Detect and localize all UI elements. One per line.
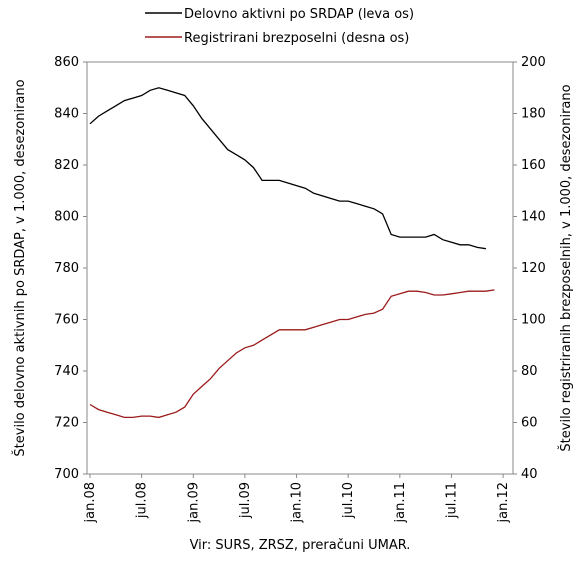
y2-tick-label: 120 bbox=[521, 261, 546, 276]
x-tick-label: jul.08 bbox=[135, 482, 150, 519]
y-tick-label: 720 bbox=[54, 416, 79, 431]
y-tick-label: 700 bbox=[54, 467, 79, 482]
y-tick-label: 760 bbox=[54, 313, 79, 328]
y2-tick-label: 60 bbox=[521, 416, 538, 431]
y-tick-label: 800 bbox=[54, 210, 79, 225]
y2-tick-label: 40 bbox=[521, 467, 538, 482]
legend-label: Delovno aktivni po SRDAP (leva os) bbox=[184, 7, 414, 22]
legend-label: Registrirani brezposelni (desna os) bbox=[184, 31, 409, 46]
x-tick-label: jan.08 bbox=[83, 482, 98, 524]
x-tick-label: jan.12 bbox=[496, 482, 511, 524]
y-tick-label: 740 bbox=[54, 364, 79, 379]
y2-tick-label: 140 bbox=[521, 210, 546, 225]
y2-axis-title: Število registriranih brezposelnih, v 1.… bbox=[558, 84, 574, 451]
series-line bbox=[89, 289, 495, 419]
y2-tick-label: 180 bbox=[521, 107, 546, 122]
y2-tick-label: 200 bbox=[521, 55, 546, 70]
x-tick-label: jan.10 bbox=[290, 482, 305, 524]
y-tick-label: 860 bbox=[54, 55, 79, 70]
x-tick-label: jul.10 bbox=[341, 482, 356, 519]
x-tick-label: jul.11 bbox=[444, 482, 459, 519]
x-tick-label: jul.09 bbox=[238, 482, 253, 519]
y2-tick-label: 80 bbox=[521, 364, 538, 379]
y-tick-label: 780 bbox=[54, 261, 79, 276]
y-tick-label: 820 bbox=[54, 158, 79, 173]
source-note: Vir: SURS, ZRSZ, preračuni UMAR. bbox=[190, 538, 411, 553]
y-tick-label: 840 bbox=[54, 107, 79, 122]
y2-tick-label: 100 bbox=[521, 313, 546, 328]
y-axis-title: Število delovno aktivnih po SRDAP, v 1.0… bbox=[12, 79, 28, 456]
x-tick-label: jan.11 bbox=[393, 482, 408, 524]
x-tick-label: jan.09 bbox=[186, 482, 201, 524]
series-line bbox=[89, 87, 486, 250]
y2-tick-label: 160 bbox=[521, 158, 546, 173]
plot-frame bbox=[86, 61, 514, 475]
